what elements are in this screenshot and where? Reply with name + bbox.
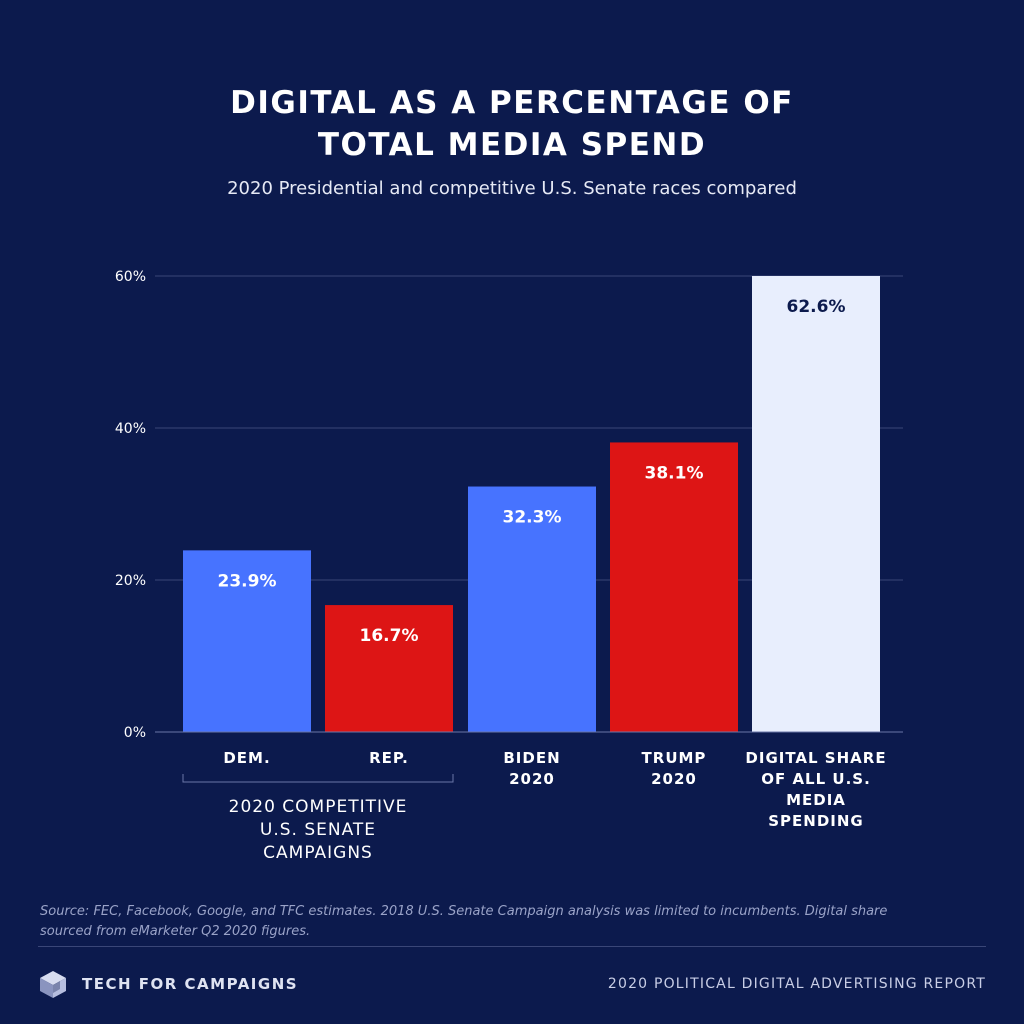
chart-title: DIGITAL AS A PERCENTAGE OF TOTAL MEDIA S… (0, 82, 1024, 166)
group-label-line-3: CAMPAIGNS (263, 843, 373, 863)
bar-trump (610, 442, 738, 732)
group-bracket (182, 774, 454, 783)
y-tick-label-1: 20% (115, 573, 146, 589)
bar-trump-category-label: TRUMP 2020 (590, 748, 758, 790)
bar-biden (468, 486, 596, 732)
brand-logo: TECH FOR CAMPAIGNS (38, 969, 298, 999)
bar-biden-category-line-0: BIDEN (503, 749, 561, 767)
bar-digital-share-value-label: 62.6% (787, 297, 846, 317)
bar-dem (183, 550, 311, 732)
y-axis: 0% 20% 40% 60% (115, 269, 146, 741)
chart-title-line-1: DIGITAL AS A PERCENTAGE OF (230, 85, 794, 121)
group-label-senate: 2020 COMPETITIVE U.S. SENATE CAMPAIGNS (180, 796, 456, 865)
y-tick-label-0: 0% (124, 725, 146, 741)
bar-digital-share-category-label: DIGITAL SHARE OF ALL U.S. MEDIA SPENDING (732, 748, 900, 832)
bar-digital-share-category-line-3: SPENDING (768, 812, 864, 830)
source-note: Source: FEC, Facebook, Google, and TFC e… (40, 904, 888, 939)
bar-digital-share-category-line-1: OF ALL U.S. (761, 770, 871, 788)
y-tick-label-2: 40% (115, 421, 146, 437)
bar-biden-category-label: BIDEN 2020 (448, 748, 616, 790)
bar-rep-category-label: REP. (305, 748, 473, 769)
bar-biden-category-line-1: 2020 (509, 770, 555, 788)
bar-digital-share-category-line-2: MEDIA (786, 791, 846, 809)
report-title: 2020 POLITICAL DIGITAL ADVERTISING REPOR… (607, 976, 986, 992)
group-label-line-1: 2020 COMPETITIVE (228, 797, 408, 817)
bar-chart: 0% 20% 40% 60% 23.9% 16.7% 32.3% 38.1% 62.6% (115, 269, 903, 783)
bar-dem-category-line-0: DEM. (223, 749, 271, 767)
chart-title-line-2: TOTAL MEDIA SPEND (317, 127, 707, 163)
cube-icon (40, 971, 66, 998)
bars (183, 276, 880, 732)
bar-dem-value-label: 23.9% (218, 571, 277, 591)
data-labels: 23.9% 16.7% 32.3% 38.1% 62.6% (218, 297, 846, 646)
bar-trump-value-label: 38.1% (645, 463, 704, 483)
footer-divider (38, 946, 986, 947)
bar-rep-value-label: 16.7% (360, 626, 419, 646)
y-tick-label-3: 60% (115, 269, 146, 285)
brand-name: TECH FOR CAMPAIGNS (82, 975, 299, 993)
bar-trump-category-line-0: TRUMP (641, 749, 707, 767)
bar-trump-category-line-1: 2020 (651, 770, 697, 788)
bar-digital-share (752, 276, 880, 732)
bar-rep-category-line-0: REP. (369, 749, 409, 767)
bar-rep (325, 605, 453, 732)
bar-biden-value-label: 32.3% (503, 508, 562, 528)
bar-dem-category-label: DEM. (163, 748, 331, 769)
group-label-line-2: U.S. SENATE (259, 820, 377, 840)
bar-digital-share-category-line-0: DIGITAL SHARE (745, 749, 887, 767)
chart-subtitle: 2020 Presidential and competitive U.S. S… (227, 178, 797, 199)
